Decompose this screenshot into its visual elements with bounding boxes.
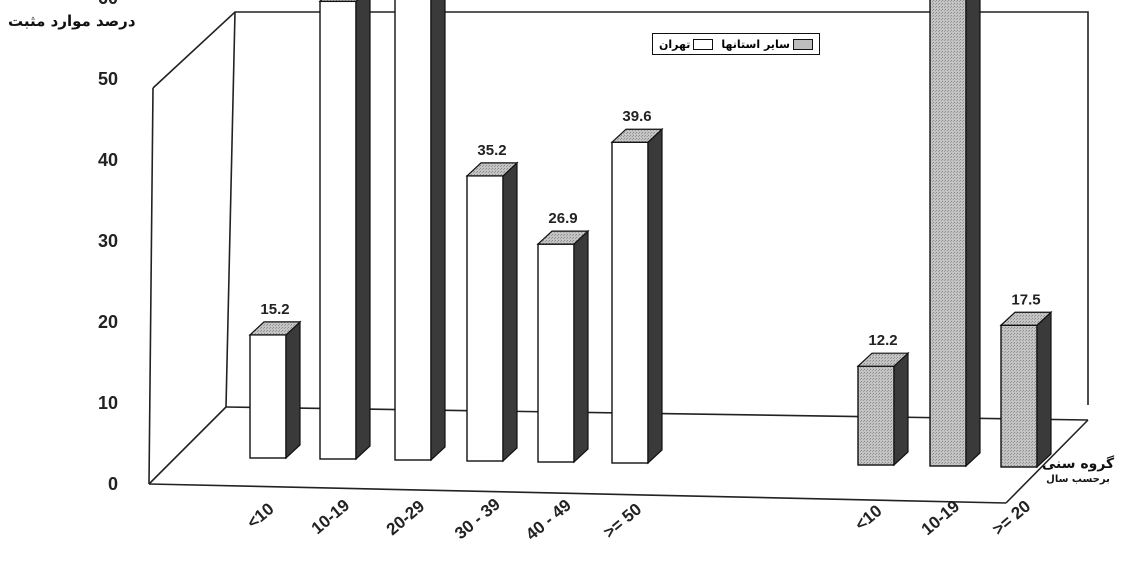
bar-front [249,334,287,459]
bar-top [248,321,302,336]
bar-front [857,365,895,466]
bar-front [537,243,575,463]
legend-label-tehran: تهران [659,37,691,51]
bar-value-label: 12.2 [868,332,897,349]
y-tick-label: 0 [108,474,118,494]
bar-side [285,320,301,460]
bar-side [355,0,371,461]
x-axis-title-main: گروه سنی [1041,456,1115,472]
bar-top [465,162,519,177]
x-tick-label: >= 50 [600,500,646,543]
x-tick-label: 30 - 39 [451,494,504,543]
bar-side [647,127,663,465]
bar-value-label: 35.2 [477,142,506,159]
bar-side [502,161,518,463]
bar [318,0,371,461]
x-tick-label: <10 [243,499,277,532]
legend-item-tehran: تهران [659,37,714,51]
x-axis-line [148,483,1007,504]
bar-front [466,175,504,462]
y-tick-label: 50 [98,69,118,89]
legend-label-other-provinces: سایر استانها [721,37,790,51]
y-tick-label: 40 [98,150,118,170]
bar-side [1036,310,1052,469]
bar-side [573,229,589,464]
x-tick-label: <10 [851,501,885,534]
bar-value-label: 17.5 [1011,291,1040,308]
bar-top [536,230,590,245]
x-tick-label: 10-19 [308,496,354,539]
bar [929,0,981,468]
bar-value-label: 15.2 [260,301,289,318]
bar-side [965,0,981,468]
bar [394,0,446,462]
x-tick-label: 40 - 49 [522,495,575,544]
bar-top [610,128,664,143]
bar-front [1000,324,1038,468]
x-tick-label: 10-19 [918,497,964,540]
y-tick-label: 30 [98,231,118,251]
bar [536,229,590,464]
bar [856,351,910,467]
y-tick-label: 60 [98,0,118,8]
bar-front [929,0,967,467]
legend-swatch-tehran [693,38,714,50]
y-axis-title: درصد موارد مثبت [8,12,136,30]
chart-floor-right-edge [1005,419,1089,504]
x-tick-label: 20-29 [383,497,429,540]
chart-back-wall [152,11,1089,405]
legend-swatch-other-provinces [792,38,813,50]
legend-item-other-provinces: سایر استانها [721,37,813,51]
chart-floor-left-edge [148,406,227,485]
x-axis-title: گروه سنی برحسب سال [1032,456,1124,485]
bar-front [611,141,649,464]
bar-top [318,0,359,2]
y-tick-label: 10 [98,393,118,413]
bar [248,320,302,460]
x-axis-title-sub: برحسب سال [1046,474,1110,485]
bar-value-label: 26.9 [548,210,577,227]
bar-front [319,0,357,460]
bar-top [999,311,1053,326]
bar [610,127,664,465]
y-tick-label: 20 [98,312,118,332]
bar-side [893,351,909,467]
bar-value-label: 39.6 [622,108,651,125]
bar [465,161,519,463]
bar [999,310,1053,469]
chart-back-edge [225,11,236,408]
bar-top [856,352,910,367]
chart-legend: سایر استانها تهران [652,33,820,55]
bar-front [394,0,432,461]
bar-side [430,0,446,462]
y-axis-line [148,87,154,485]
